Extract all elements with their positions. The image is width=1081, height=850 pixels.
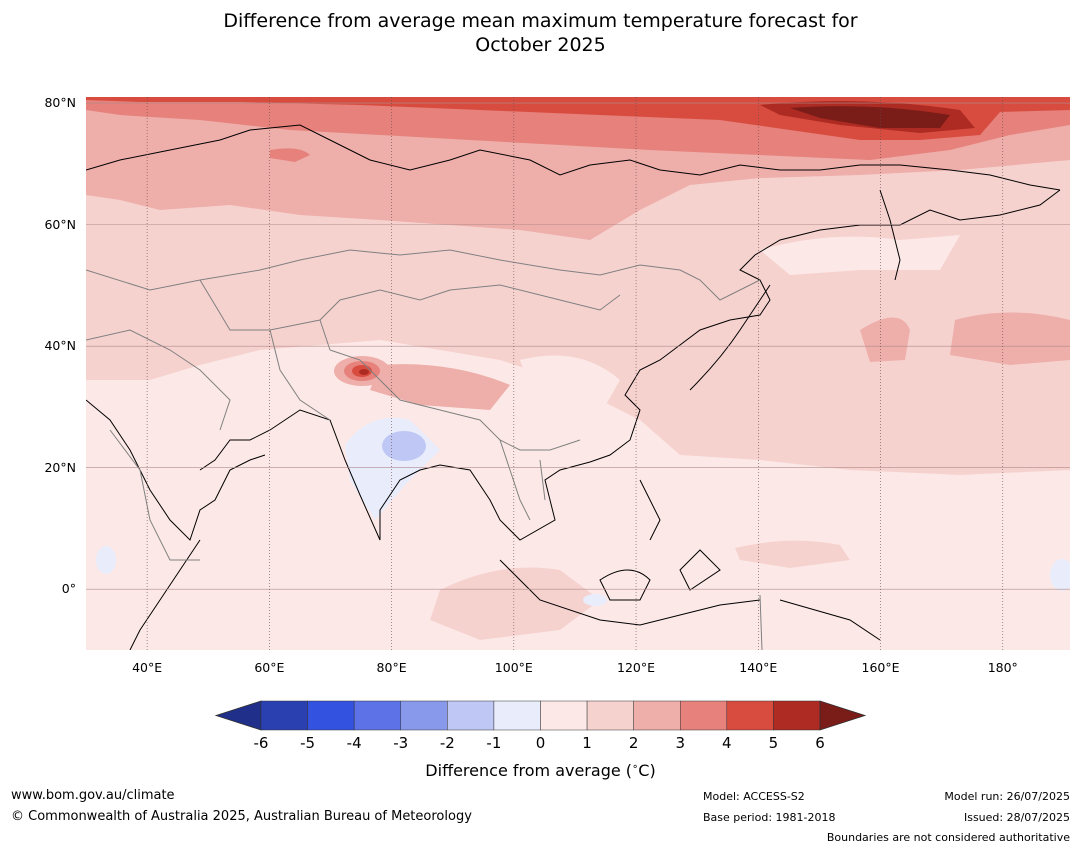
colorbar-tick-7: 1 [582,734,592,752]
footer-issued: Issued: 28/07/2025 [963,811,1070,824]
boundary-indochina [499,439,546,521]
anomaly-1-2-region-sea [430,567,600,640]
colorbar-arrow-right [819,700,867,731]
colorbar-swatch-10 [726,700,774,731]
colorbar-tick-12: 6 [815,734,825,752]
lat-label-1: 60°N [44,216,76,232]
lon-label-2: 80°E [376,660,407,675]
colorbar-swatch-9 [680,700,728,731]
colorbar-swatch-0 [260,700,308,731]
lat-label-4: 0° [61,581,76,597]
boundary-africa [109,429,200,561]
colorbar-tick-2: -4 [346,734,362,752]
anomaly-6-plus-region [790,106,950,128]
title-line-2: October 2025 [475,34,606,56]
colorbar-swatch-2 [353,700,401,731]
title-line-1: Difference from average mean maximum tem… [223,10,858,32]
coastline-pacific [199,189,1061,541]
coastline-arctic [86,124,1061,191]
anomaly-0-1-patch-central [230,352,340,400]
anomaly-1-2-region-png [735,540,850,568]
footer-boundaries-note: Boundaries are not considered authoritat… [826,831,1070,844]
boundary-png [759,594,763,650]
coastline-japan [689,284,771,391]
boundary-russia-south [86,249,761,301]
colorbar-tick-10: 4 [722,734,732,752]
colorbar-swatch-7 [586,700,634,731]
colorbar-tick-5: -1 [486,734,502,752]
anomaly-cool-region-africa [96,546,116,574]
anomaly-0-1-patch-east [760,235,960,275]
lat-label-3: 20°N [44,459,76,475]
colorbar-swatch-3 [400,700,448,731]
boundary-mongolia [449,284,621,311]
colorbar-arrow-left [214,700,262,731]
lon-label-4: 120°E [617,660,656,675]
coastline-indonesia [499,549,881,641]
boundary-middle-east [86,329,231,431]
colorbar-tick-8: 2 [628,734,639,752]
footer-url[interactable]: www.bom.gov.au/climate [11,788,175,803]
anomaly-2-3-region-npacific [950,312,1070,365]
colorbar-swatch-8 [633,700,681,731]
boundary-central-asia [199,279,451,421]
colorbar-tick-4: -2 [439,734,455,752]
lon-label-3: 100°E [494,660,533,675]
boundary-china-south [329,349,581,451]
anomaly-2-3-region-tibet [370,364,510,410]
colorbar-tick-3: -3 [393,734,409,752]
colorbar-tick-11: 5 [768,734,779,752]
anomaly-cool-region-borneo [583,594,607,606]
chart-title: Difference from average mean maximum tem… [0,9,1081,57]
colorbar-tick-9: 3 [675,734,686,752]
colorbar-swatch-1 [307,700,355,731]
gridlines [86,97,1070,650]
lon-label-6: 160°E [861,660,900,675]
lon-label-0: 40°E [132,660,163,675]
anomaly-3-4-region-ural [270,148,310,162]
colorbar-tick-6: 0 [535,734,546,752]
colorbar-swatch-6 [540,700,588,731]
lon-label-1: 60°E [254,660,285,675]
lon-label-7: 180° [987,660,1018,675]
footer-base-period: Base period: 1981-2018 [703,811,836,824]
footer-model: Model: ACCESS-S2 [703,790,805,803]
footer-model-run: Model run: 26/07/2025 [944,790,1070,803]
anomaly-cool-region-pacific [1050,559,1070,591]
coastline-philippines [639,479,661,541]
forecast-map [86,97,1070,650]
lon-label-5: 140°E [739,660,778,675]
anomaly-cool-core-india [382,431,426,461]
colorbar-swatch-4 [447,700,495,731]
lat-label-2: 40°N [44,338,76,354]
colorbar-swatch-5 [493,700,541,731]
colorbar-tick-1: -5 [300,734,316,752]
colorbar-swatch-11 [773,700,821,731]
anomaly-0-1-patch-china [520,355,620,415]
coastline-kamchatka [879,189,901,281]
lat-label-0: 80°N [44,95,76,111]
anomaly-2-3-region-pacific [860,317,910,362]
colorbar-label: Difference from average (∘C) [425,761,656,780]
footer-copyright: © Commonwealth of Australia 2025, Austra… [11,809,472,824]
anomaly-hotspot-core [359,369,369,375]
colorbar-tick-0: -6 [253,734,269,752]
